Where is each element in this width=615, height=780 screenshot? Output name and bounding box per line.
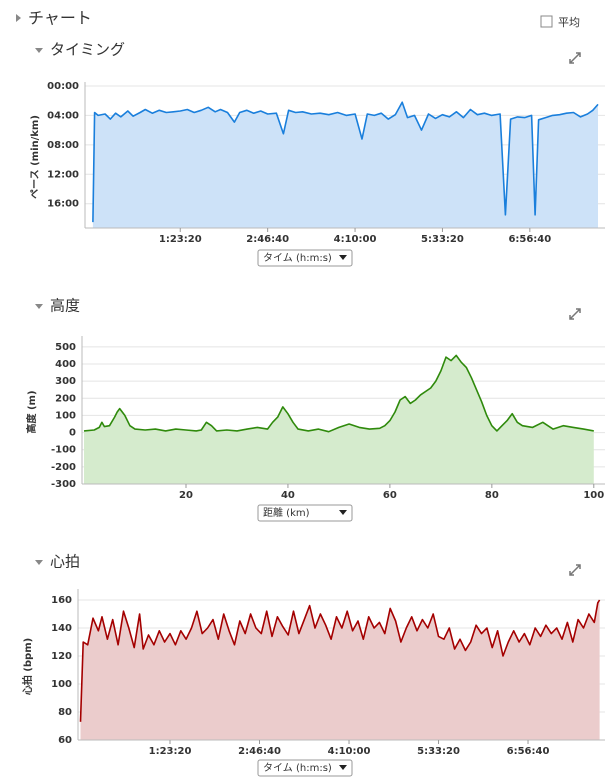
selector-arrow bbox=[339, 510, 347, 515]
y-tick-label: 04:00 bbox=[47, 110, 79, 121]
x-tick-label: 60 bbox=[383, 490, 397, 501]
selector-arrow bbox=[339, 765, 347, 770]
x-tick-label: 5:33:20 bbox=[417, 746, 460, 757]
section-arrow[interactable] bbox=[35, 48, 43, 53]
y-tick-label: 0 bbox=[69, 428, 76, 439]
y-tick-label: -300 bbox=[51, 479, 76, 490]
y-tick-label: 300 bbox=[55, 376, 76, 387]
y-tick-label: 120 bbox=[51, 651, 72, 662]
x-axis-selector[interactable] bbox=[257, 759, 353, 777]
area-fill bbox=[92, 102, 599, 228]
x-tick-label: 6:56:40 bbox=[507, 746, 550, 757]
area-fill bbox=[80, 600, 600, 740]
y-tick-label: 100 bbox=[51, 679, 72, 690]
x-tick-label: 2:46:40 bbox=[246, 234, 289, 245]
expand-icon[interactable] bbox=[569, 564, 581, 576]
y-tick-label: 08:00 bbox=[47, 140, 79, 151]
y-tick-label: 16:00 bbox=[47, 199, 79, 210]
x-tick-label: 6:56:40 bbox=[508, 234, 551, 245]
y-tick-label: 80 bbox=[58, 707, 72, 718]
x-tick-label: 5:33:20 bbox=[421, 234, 464, 245]
y-tick-label: -200 bbox=[51, 462, 76, 473]
expand-icon[interactable] bbox=[569, 52, 581, 64]
section-title: タイミング bbox=[50, 41, 125, 59]
series-line bbox=[83, 354, 594, 433]
x-axis-selector-label: 距離 (km) bbox=[263, 506, 310, 519]
x-tick-label: 40 bbox=[281, 490, 295, 501]
section-title: 心拍 bbox=[50, 553, 80, 571]
area-fill bbox=[84, 355, 594, 484]
checkbox-label: 平均 bbox=[558, 16, 580, 29]
series-line bbox=[79, 599, 601, 722]
selector-arrow bbox=[339, 255, 347, 260]
section-title: 高度 bbox=[50, 297, 80, 315]
y-axis-label: ペース (min/km) bbox=[29, 115, 41, 199]
y-tick-label: 140 bbox=[51, 623, 72, 634]
page-title: チャート bbox=[28, 9, 92, 28]
x-tick-label: 2:46:40 bbox=[238, 746, 281, 757]
y-axis-label: 高度 (m) bbox=[25, 390, 38, 433]
x-tick-label: 100 bbox=[583, 490, 604, 501]
y-tick-label: 12:00 bbox=[47, 169, 79, 180]
x-axis-selector-label: タイム (h:m:s) bbox=[263, 762, 332, 774]
y-tick-label: 00:00 bbox=[47, 81, 79, 92]
y-tick-label: -100 bbox=[51, 445, 76, 456]
section-arrow[interactable] bbox=[35, 560, 43, 565]
checkbox[interactable] bbox=[540, 15, 553, 28]
y-tick-label: 400 bbox=[55, 359, 76, 370]
y-tick-label: 100 bbox=[55, 410, 76, 421]
series-line bbox=[92, 101, 599, 223]
y-tick-label: 60 bbox=[58, 735, 72, 746]
collapse-arrow[interactable] bbox=[16, 14, 21, 22]
x-axis-selector[interactable] bbox=[257, 249, 353, 267]
x-tick-label: 4:10:00 bbox=[334, 234, 377, 245]
x-tick-label: 1:23:20 bbox=[159, 234, 202, 245]
y-tick-label: 500 bbox=[55, 342, 76, 353]
x-tick-label: 20 bbox=[179, 490, 193, 501]
x-axis-selector[interactable] bbox=[257, 504, 353, 522]
expand-icon[interactable] bbox=[569, 308, 581, 320]
y-tick-label: 200 bbox=[55, 393, 76, 404]
y-axis-label: 心拍 (bpm) bbox=[21, 638, 34, 695]
section-arrow[interactable] bbox=[35, 304, 43, 309]
x-axis-selector-label: タイム (h:m:s) bbox=[263, 252, 332, 264]
x-tick-label: 4:10:00 bbox=[328, 746, 371, 757]
x-tick-label: 1:23:20 bbox=[149, 746, 192, 757]
x-tick-label: 80 bbox=[485, 490, 499, 501]
y-tick-label: 160 bbox=[51, 595, 72, 606]
